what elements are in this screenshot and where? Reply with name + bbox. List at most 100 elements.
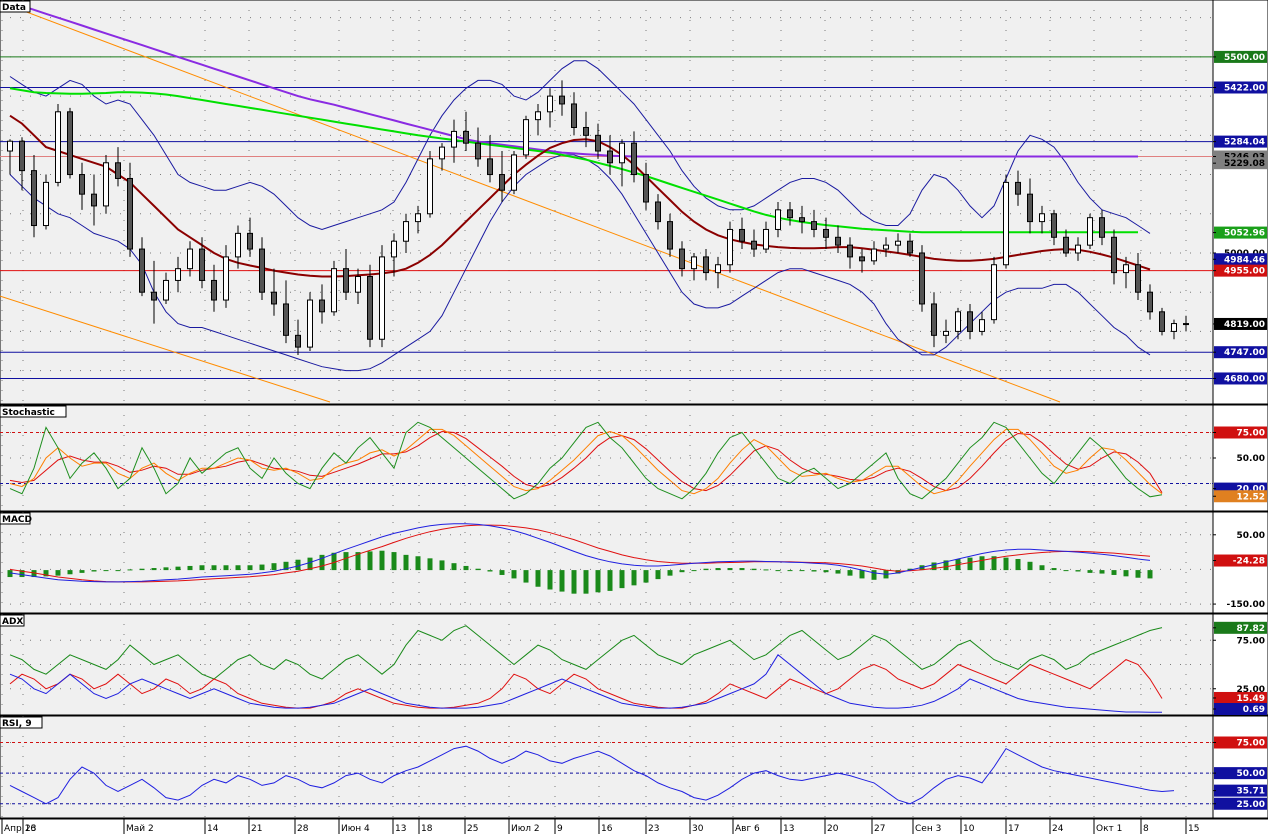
candle-body-up: [451, 130, 457, 148]
candle-body-up: [979, 319, 985, 332]
candle-body-up: [991, 264, 997, 321]
candle-body-down: [1063, 236, 1069, 254]
candle-body-down: [799, 217, 805, 223]
macd-title: MACD: [0, 512, 32, 525]
candle-body-up: [727, 228, 733, 266]
macd-hist-bar: [43, 570, 49, 577]
candle: [283, 280, 289, 344]
macd-hist-bar: [979, 556, 985, 571]
adx-axis-label: 75.00: [1237, 636, 1265, 646]
rsi-axis-tag-bg: [1214, 767, 1267, 780]
macd-hist-bar: [967, 557, 973, 571]
rsi-title: RSI, 9: [0, 716, 43, 729]
candle-body-up: [427, 158, 433, 215]
candle: [883, 237, 889, 257]
candle-body-down: [739, 228, 745, 242]
candle: [1183, 315, 1189, 332]
candle-body-down: [607, 150, 613, 164]
candle-body-up: [355, 276, 361, 293]
macd-hist-bar: [787, 570, 793, 572]
candle-body-down: [1015, 181, 1021, 195]
candle: [355, 268, 361, 304]
macd-panel-bg: [0, 511, 1214, 614]
candle-body-up: [943, 330, 949, 336]
candle: [655, 194, 661, 230]
candle: [1015, 170, 1021, 206]
candle-body-down: [1135, 264, 1141, 293]
candle: [451, 119, 457, 163]
macd-hist-bar: [439, 560, 445, 571]
stochastic-axis-label: 50.00: [1237, 454, 1265, 464]
candle: [535, 103, 541, 136]
price-axis-tag-bg: [1214, 253, 1267, 266]
candle-body-down: [679, 248, 685, 270]
candle: [523, 115, 529, 159]
candle-body-down: [31, 170, 37, 227]
candle: [487, 135, 493, 183]
candle: [163, 272, 169, 304]
macd-hist-bar: [523, 570, 529, 583]
macd-hist-bar: [799, 570, 805, 572]
candle: [835, 225, 841, 253]
macd-grid: [0, 512, 1213, 613]
candle: [199, 237, 205, 289]
adx-axis-label: 0.69: [1243, 705, 1265, 715]
candle-body-down: [319, 299, 325, 313]
macd-hist-bar: [859, 570, 865, 579]
candle-body-down: [295, 334, 301, 348]
price-axis-tag: 5052.96: [1213, 226, 1267, 239]
candle: [559, 80, 565, 116]
candle-body-up: [439, 146, 445, 160]
rsi-axis-label: 35.71: [1237, 787, 1265, 797]
macd-hist-bar: [571, 570, 577, 594]
channel-upper-line: [0, 1, 1061, 403]
macd-hist-bar: [283, 561, 289, 571]
candle-body-down: [583, 126, 589, 136]
macd-hist-bar: [1039, 565, 1045, 571]
candle-body-up: [379, 256, 385, 340]
candle-body-down: [79, 174, 85, 195]
candle-body-down: [1147, 291, 1153, 313]
macd-hist-bar: [1111, 570, 1117, 575]
candle-body-down: [751, 240, 757, 250]
macd-axis-label: 50.00: [1237, 531, 1265, 541]
candle: [1147, 284, 1153, 320]
candle: [511, 151, 517, 195]
macd-hist-bar: [931, 562, 937, 571]
macd-hist-bar: [715, 568, 721, 571]
adx-axis-tag-bg: [1214, 691, 1267, 704]
candle-body-down: [919, 252, 925, 305]
candle-body-down: [835, 236, 841, 246]
macd-hist-bar: [331, 552, 337, 571]
x-axis-label: 25: [467, 824, 478, 834]
candle-body-down: [595, 134, 601, 152]
candle: [235, 225, 241, 269]
candle-body-down: [247, 232, 253, 250]
adx-plus-di-line: [9, 625, 1163, 680]
macd-hist-bar: [163, 567, 169, 571]
macd-hist-bar: [655, 570, 661, 580]
candle-body-up: [391, 240, 397, 258]
rsi-axis-tag-bg: [1214, 784, 1267, 797]
candle: [751, 229, 757, 257]
candle: [259, 237, 265, 301]
macd-hist-bar: [475, 568, 481, 571]
candle-body-down: [19, 140, 25, 172]
macd-hist-bar: [403, 554, 409, 571]
candle: [391, 233, 397, 277]
macd-hist-bar: [103, 570, 109, 572]
candle-body-down: [571, 103, 577, 128]
rsi-axis-tag: 25.00: [1213, 797, 1267, 810]
candle: [1039, 205, 1045, 234]
macd-hist-bar: [271, 563, 277, 571]
adx-axis-tag: 25.00: [1213, 685, 1265, 695]
macd-hist-bar: [7, 570, 13, 578]
candle-body-up: [307, 299, 313, 348]
x-axis-label: Окт 1: [1096, 824, 1122, 834]
candle-body-down: [67, 111, 73, 176]
candle: [55, 103, 61, 187]
candle: [247, 217, 253, 257]
macd-hist-bar: [31, 570, 37, 578]
candle-body-up: [871, 248, 877, 262]
